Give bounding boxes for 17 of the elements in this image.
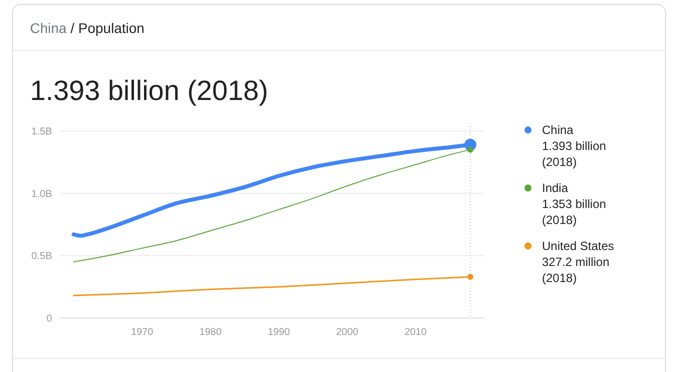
text: 327.2 million (2018) bbox=[542, 255, 610, 285]
x-tick-label: 1980 bbox=[199, 327, 222, 338]
x-tick-label: 2010 bbox=[404, 327, 428, 338]
text: 1.393 billion (2018) bbox=[542, 139, 606, 169]
x-tick-label: 2000 bbox=[336, 327, 359, 338]
chart-subtitle: China / Population bbox=[30, 20, 144, 36]
x-tick-label: 1970 bbox=[130, 327, 154, 338]
y-tick-label: 1.5B bbox=[31, 126, 52, 138]
y-tick-label: 0.5B bbox=[31, 251, 52, 262]
y-tick-label: 0 bbox=[46, 314, 52, 324]
chart-title: 1.393 billion (2018) bbox=[30, 75, 268, 106]
legend-label: India bbox=[542, 181, 568, 195]
legend-label: United States bbox=[542, 239, 614, 253]
text: 1.353 billion (2018) bbox=[542, 197, 606, 227]
legend-label: China bbox=[542, 123, 574, 137]
y-tick-label: 1.0B bbox=[31, 188, 52, 200]
x-tick-label: 1990 bbox=[268, 327, 290, 338]
